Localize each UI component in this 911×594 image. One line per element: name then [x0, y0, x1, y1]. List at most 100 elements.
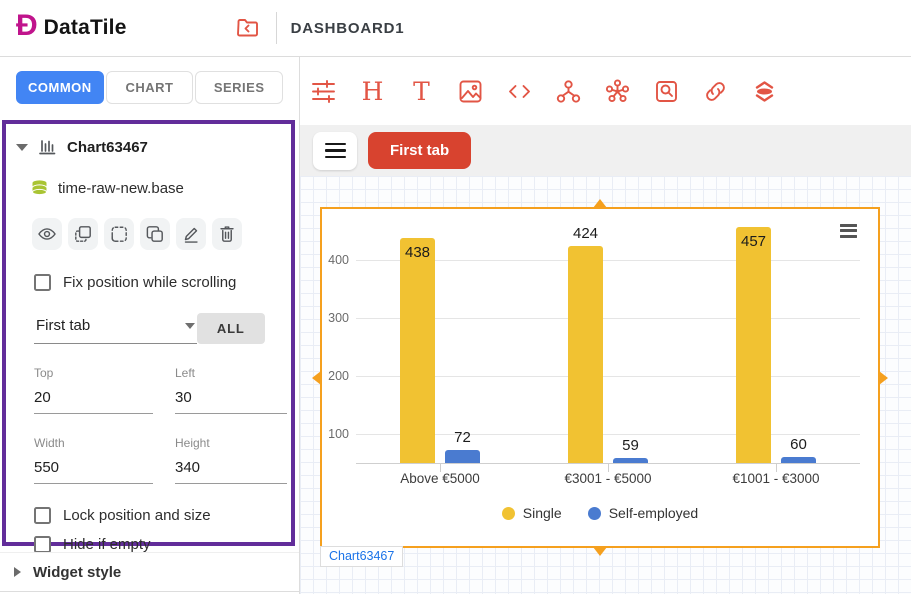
top-field[interactable]: Top 20	[34, 366, 153, 414]
data-label: 424	[572, 225, 599, 243]
hamburger-icon	[324, 142, 346, 146]
bar-single-1[interactable]	[568, 246, 603, 463]
delete-icon	[220, 226, 234, 242]
hide-if-empty-checkbox[interactable]	[34, 536, 51, 553]
bar-self-employed-1[interactable]	[613, 457, 648, 463]
x-axis-tick	[608, 463, 609, 472]
heading-icon[interactable]: H	[361, 76, 384, 106]
bar-chart: 100 200 300 400 438 424 457 72 59 60 Above €5000 €3…	[322, 209, 878, 546]
select-widget-button[interactable]	[68, 218, 98, 250]
widget-tag[interactable]: Chart63467	[320, 546, 404, 567]
tab-series[interactable]: SERIES	[195, 71, 284, 104]
bar-single-2[interactable]	[736, 226, 771, 463]
gridline	[356, 318, 860, 319]
y-axis-tick-label: 100	[328, 427, 349, 441]
tab-select-dropdown[interactable]: First tab	[34, 317, 197, 344]
data-label: 60	[790, 436, 807, 454]
collapse-arrow-icon[interactable]	[16, 144, 28, 151]
chart-legend: Single Self-employed	[322, 505, 878, 521]
gridline	[356, 376, 860, 377]
dashboard-tab-strip: First tab	[300, 125, 911, 176]
hide-if-empty-label: Hide if empty	[63, 536, 151, 553]
insert-toolbar: H T	[300, 57, 911, 125]
edit-button[interactable]	[176, 218, 206, 250]
visibility-icon	[38, 228, 56, 240]
legend-item-single[interactable]: Single	[501, 505, 562, 521]
search-box-icon[interactable]	[653, 78, 680, 105]
width-field[interactable]: Width 550	[34, 436, 153, 484]
dashboard-title: DASHBOARD1	[290, 19, 405, 37]
bar-self-employed-2[interactable]	[781, 457, 816, 463]
legend-marker	[501, 506, 515, 520]
legend-item-self-employed[interactable]: Self-employed	[587, 505, 699, 521]
duplicate-button[interactable]	[140, 218, 170, 250]
widget-action-toolbar	[32, 218, 291, 250]
x-axis-category-label: Above €5000	[400, 471, 480, 486]
logo-text: DataTile	[43, 16, 127, 39]
image-icon[interactable]	[457, 78, 484, 105]
text-icon[interactable]: T	[413, 76, 430, 106]
dashboard-tab-first-tab[interactable]: First tab	[368, 132, 472, 169]
code-icon[interactable]	[506, 78, 533, 105]
sidebar-tab-bar: COMMON CHART SERIES	[0, 57, 299, 116]
select-area-button[interactable]	[104, 218, 134, 250]
back-to-folder-icon[interactable]	[235, 15, 262, 42]
width-field-label: Width	[34, 436, 65, 450]
x-axis-category-label: €1001 - €3000	[732, 471, 820, 486]
datasource-icon	[32, 180, 47, 196]
width-field-value[interactable]: 550	[34, 450, 153, 484]
cluster-icon[interactable]	[604, 78, 631, 105]
fix-position-checkbox-row[interactable]: Fix position while scrolling	[34, 274, 291, 291]
tabs-menu-button[interactable]	[313, 131, 357, 170]
lock-position-checkbox-row[interactable]: Lock position and size	[34, 507, 291, 524]
top-field-label: Top	[34, 366, 54, 380]
height-field[interactable]: Height 340	[175, 436, 287, 484]
data-label: 72	[454, 429, 471, 447]
y-axis-tick-label: 400	[328, 253, 349, 267]
layers-icon[interactable]	[751, 78, 778, 105]
bar-single-0[interactable]	[400, 237, 435, 463]
widget-style-label: Widget style	[33, 563, 122, 581]
left-field-value[interactable]: 30	[175, 380, 287, 414]
tab-common[interactable]: COMMON	[16, 71, 104, 104]
data-label: 457	[740, 232, 767, 250]
bar-self-employed-0[interactable]	[445, 450, 480, 463]
dashboard-canvas[interactable]: 100 200 300 400 438 424 457 72 59 60 Above €5000 €3…	[300, 176, 911, 594]
resize-handle-right[interactable]	[879, 370, 888, 385]
all-button[interactable]: ALL	[196, 313, 265, 344]
app-logo: Ɖ DataTile	[16, 9, 127, 43]
left-field[interactable]: Left 30	[175, 366, 287, 414]
gridline	[356, 260, 860, 261]
nodes-icon[interactable]	[555, 78, 582, 105]
resize-handle-top[interactable]	[593, 199, 607, 208]
fix-position-checkbox[interactable]	[34, 274, 51, 291]
height-field-value[interactable]: 340	[175, 450, 287, 484]
lock-position-checkbox[interactable]	[34, 507, 51, 524]
legend-label: Single	[522, 505, 562, 521]
widget-style-section[interactable]: Widget style	[0, 552, 299, 592]
visibility-button[interactable]	[32, 218, 62, 250]
resize-handle-bottom[interactable]	[593, 547, 607, 556]
x-axis-category-label: €3001 - €5000	[564, 471, 652, 486]
tab-select-value: First tab	[36, 317, 91, 334]
resize-handle-left[interactable]	[312, 370, 321, 385]
duplicate-icon	[146, 226, 163, 242]
gridline	[356, 434, 860, 435]
tab-chart[interactable]: CHART	[105, 71, 194, 104]
settings-sidebar: COMMON CHART SERIES Chart63467	[0, 57, 300, 594]
y-axis-tick-label: 300	[328, 311, 349, 325]
top-field-value[interactable]: 20	[34, 380, 153, 414]
tune-icon[interactable]	[310, 78, 337, 105]
delete-button[interactable]	[212, 218, 242, 250]
select-area-icon	[111, 226, 127, 242]
legend-label: Self-employed	[608, 505, 699, 521]
chart-widget[interactable]: 100 200 300 400 438 424 457 72 59 60 Above €5000 €3…	[312, 199, 888, 567]
app-header: Ɖ DataTile DASHBOARD1	[0, 0, 911, 57]
height-field-label: Height	[175, 436, 210, 450]
hide-if-empty-checkbox-row[interactable]: Hide if empty	[34, 536, 291, 553]
chart-context-menu-icon[interactable]	[840, 224, 857, 238]
data-label: 59	[622, 436, 639, 454]
datatile-logo-icon: Ɖ	[16, 9, 38, 42]
y-axis-tick-label: 200	[328, 369, 349, 383]
link-icon[interactable]	[702, 78, 729, 105]
